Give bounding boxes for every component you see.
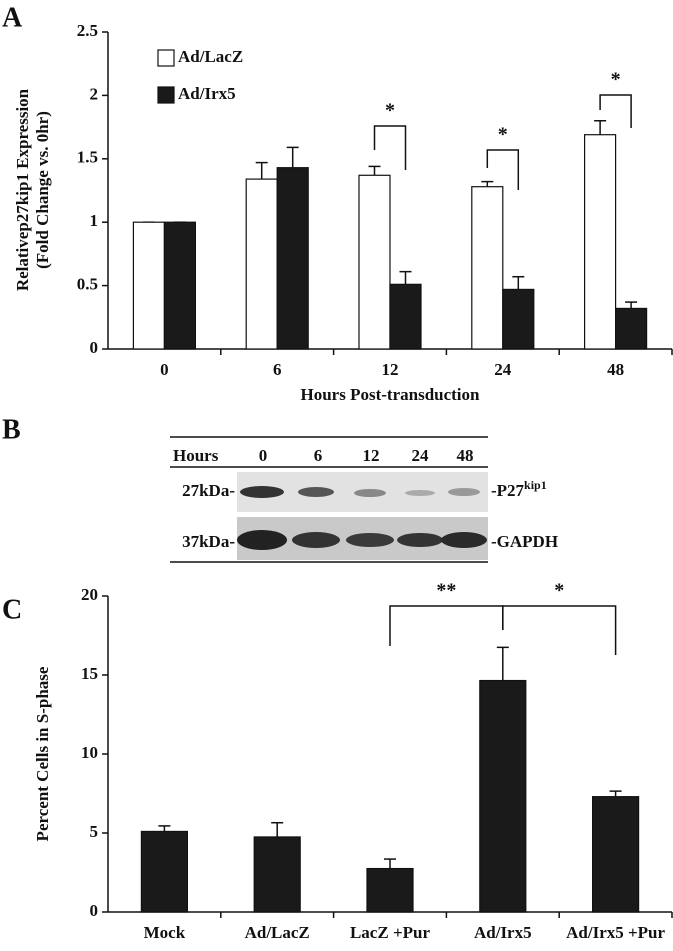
protein-label: -P27kip1	[491, 478, 547, 500]
significance-bracket	[599, 94, 632, 128]
x-tick-label: Mock	[144, 923, 186, 942]
x-tick-label: Ad/LacZ	[245, 923, 310, 942]
lane-label: 0	[259, 446, 268, 465]
lane-label: 24	[412, 446, 430, 465]
y-tick-label: 5	[90, 822, 99, 841]
band	[448, 488, 480, 496]
band	[441, 532, 487, 548]
band	[237, 530, 287, 550]
panel-label: B	[2, 414, 21, 445]
x-tick-label: 12	[382, 360, 399, 379]
bar	[389, 283, 422, 350]
significance-label: *	[554, 580, 564, 602]
bar	[366, 867, 414, 913]
bar	[479, 679, 527, 913]
y-tick-label: 20	[81, 585, 98, 604]
protein-superscript: kip1	[524, 478, 547, 492]
bar	[253, 836, 301, 913]
band	[354, 489, 386, 497]
bar	[163, 221, 196, 350]
band	[292, 532, 340, 548]
lane-label: 12	[363, 446, 380, 465]
y-axis-label: Percent Cells in S-phase	[33, 666, 52, 841]
bar	[471, 186, 504, 350]
y-tick-label: 0.5	[77, 275, 98, 294]
bar	[614, 307, 648, 350]
y-tick-label: 0	[90, 338, 99, 357]
x-tick-label: 48	[607, 360, 624, 379]
y-axis-label: (Fold Change vs. 0hr)	[33, 111, 52, 269]
significance-bracket	[486, 149, 520, 190]
lane-label: 6	[314, 446, 323, 465]
x-tick-label: LacZ +Pur	[350, 923, 430, 942]
x-tick-label: 0	[160, 360, 169, 379]
legend-label: Ad/Irx5	[178, 84, 236, 103]
significance-label: *	[385, 100, 395, 122]
significance-bracket	[389, 605, 504, 646]
protein-name: -P27	[491, 481, 525, 500]
lane-label: 48	[457, 446, 474, 465]
significance-bracket	[502, 605, 617, 655]
x-axis-label: Hours Post-transduction	[301, 385, 481, 404]
band	[240, 486, 284, 498]
panel-label: A	[2, 2, 23, 33]
band	[397, 533, 443, 547]
bar	[502, 288, 535, 350]
x-tick-label: Ad/Irx5	[474, 923, 532, 942]
bar	[591, 796, 640, 913]
blot: Hours 0 6 12 24 48 27kDa- 37kDa- -P27kip…	[170, 436, 558, 563]
blot-header: Hours	[173, 446, 219, 465]
y-tick-label: 1.5	[77, 148, 98, 167]
significance-label: *	[498, 124, 508, 146]
bar	[140, 830, 188, 913]
band	[346, 533, 394, 547]
x-tick-label: Ad/Irx5 +Pur	[566, 923, 665, 942]
protein-label: -GAPDH	[491, 532, 558, 551]
size-label: 37kDa-	[182, 532, 235, 551]
x-tick-label: 24	[494, 360, 512, 379]
bar	[358, 174, 391, 350]
legend-label: Ad/LacZ	[178, 47, 243, 66]
y-tick-label: 1	[90, 211, 99, 230]
bar	[132, 221, 165, 350]
legend-swatch	[157, 86, 175, 104]
band	[298, 487, 334, 497]
y-tick-label: 15	[81, 664, 98, 683]
y-axis-label: Relativep27kip1 Expression	[13, 88, 32, 291]
bar	[583, 134, 617, 350]
panel-label: C	[2, 594, 22, 625]
size-label: 27kDa-	[182, 481, 235, 500]
y-tick-label: 2.5	[77, 21, 98, 40]
significance-label: *	[611, 69, 621, 91]
significance-bracket	[373, 125, 407, 170]
y-tick-label: 10	[81, 743, 98, 762]
band	[405, 490, 435, 496]
significance-label: **	[436, 580, 456, 602]
bar	[276, 167, 309, 350]
y-tick-label: 0	[90, 901, 99, 920]
legend-swatch	[157, 49, 175, 67]
bar	[245, 178, 278, 350]
y-tick-label: 2	[90, 84, 99, 103]
x-tick-label: 6	[273, 360, 282, 379]
